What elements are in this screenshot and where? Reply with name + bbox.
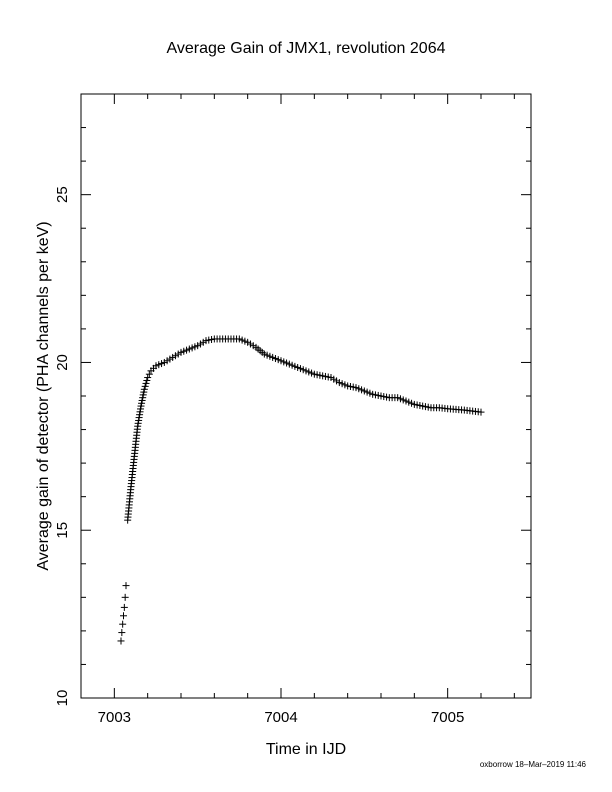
y-tick-label: 20 (54, 354, 71, 371)
data-point (120, 612, 127, 620)
y-axis-label: Average gain of detector (PHA channels p… (35, 221, 52, 570)
x-axis: 7003 7004 7005 (80, 94, 515, 726)
data-point (140, 385, 148, 393)
data-points (117, 335, 485, 645)
data-point (121, 593, 129, 601)
data-point (122, 582, 130, 590)
chart-title: Average Gain of JMX1, revolution 2064 (167, 40, 446, 57)
footer-stamp: oxborrow 18–Mar–2019 11:46 (480, 760, 587, 769)
data-point (119, 620, 127, 628)
data-point (145, 370, 153, 378)
y-tick-label: 15 (54, 522, 71, 539)
x-tick-label: 7004 (264, 709, 297, 726)
data-point (143, 376, 151, 384)
x-tick-label: 7003 (98, 709, 131, 726)
data-point (144, 374, 152, 382)
data-point (477, 408, 485, 416)
plot-frame (80, 93, 532, 699)
data-point (120, 603, 128, 611)
data-point (118, 629, 126, 637)
data-point (141, 382, 149, 390)
data-point (117, 637, 125, 645)
y-axis: 10 15 20 25 (54, 93, 531, 707)
data-point (142, 379, 150, 387)
x-axis-label: Time in IJD (266, 741, 346, 758)
y-tick-label: 10 (54, 690, 71, 707)
y-tick-label: 25 (54, 186, 71, 203)
x-tick-label: 7005 (431, 709, 464, 726)
